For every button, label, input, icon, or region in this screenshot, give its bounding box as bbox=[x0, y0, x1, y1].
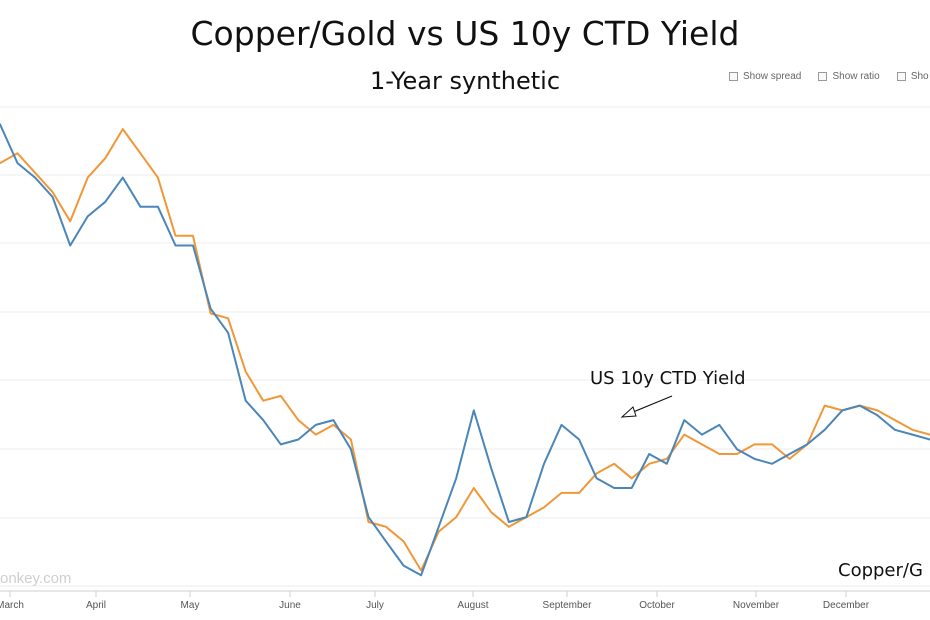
annotation-yield: US 10y CTD Yield bbox=[590, 368, 746, 389]
show-spread-toggle[interactable]: Show spread bbox=[729, 71, 801, 82]
show-spread-checkbox[interactable] bbox=[729, 72, 738, 81]
x-tick-label-december: December bbox=[823, 600, 870, 611]
show-ratio-checkbox[interactable] bbox=[818, 72, 828, 81]
show-ratio-toggle[interactable]: Show ratio bbox=[818, 71, 880, 82]
x-tick-label-may: May bbox=[181, 600, 200, 611]
x-tick-label-august: August bbox=[457, 600, 488, 611]
series-line-copper-gold bbox=[0, 128, 930, 572]
show-spread-label: Show spread bbox=[743, 71, 802, 82]
show-ratio-label: Show ratio bbox=[832, 71, 880, 82]
x-tick-label-july: July bbox=[366, 600, 384, 611]
chart-title: Copper/Gold vs US 10y CTD Yield bbox=[190, 14, 740, 53]
x-tick-label-september: September bbox=[543, 600, 593, 611]
x-tick-label-november: November bbox=[733, 600, 780, 611]
x-tick-label-march: March bbox=[0, 600, 24, 611]
annotation-copper-gold: Copper/G bbox=[838, 560, 923, 581]
x-tick-label-october: October bbox=[639, 600, 675, 611]
watermark: onkey.com bbox=[0, 570, 72, 587]
annotation-arrow-head bbox=[620, 406, 637, 418]
chart-subtitle: 1-Year synthetic bbox=[369, 67, 561, 95]
show-third-checkbox[interactable] bbox=[896, 72, 906, 81]
x-tick-label-april: April bbox=[86, 600, 106, 611]
show-third-label: Sho bbox=[910, 71, 929, 82]
x-tick-label-june: June bbox=[279, 600, 301, 611]
series-line-us-10y-yield bbox=[0, 123, 930, 577]
series-toggles: Show spread Show ratio Sho bbox=[729, 66, 930, 85]
show-third-toggle[interactable]: Sho bbox=[896, 71, 929, 82]
